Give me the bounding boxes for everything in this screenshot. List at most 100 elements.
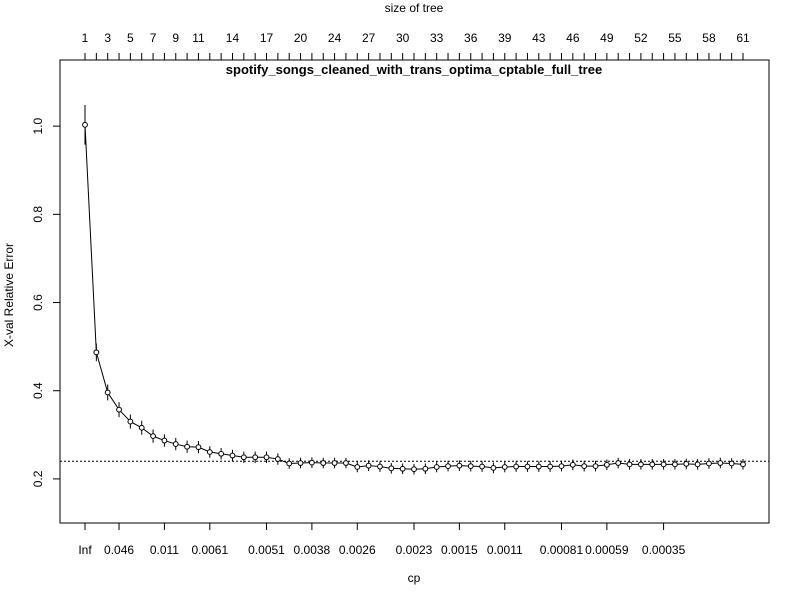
top-tick-label: 46 [566,31,580,45]
data-point [592,463,599,470]
top-tick-label: 33 [430,31,444,45]
data-point [490,464,497,471]
data-point [172,441,179,447]
data-point [524,463,531,470]
x-tick-label: 0.0051 [248,543,285,557]
data-point [467,463,474,470]
data-point [252,454,259,461]
x-tick-label: 0.0011 [487,543,523,557]
data-point [456,462,463,469]
data-point [581,463,588,470]
data-point [354,464,361,470]
top-tick-label: 24 [328,31,342,45]
top-tick-label: 55 [668,31,682,45]
data-point [672,461,678,468]
x-tick-label: 0.0023 [396,543,433,557]
top-tick-label: 61 [736,31,750,45]
x-tick-label: 0.011 [150,543,179,557]
data-point [740,461,746,468]
data-point [569,461,576,468]
top-tick-label: 3 [104,31,111,45]
data-point [150,433,156,440]
data-point [445,463,451,470]
data-point [728,460,735,467]
x-tick-label: 0.00059 [585,543,629,557]
top-axis-label: size of tree [385,1,444,15]
y-tick-label: 0.6 [31,294,45,311]
x-tick-label: 0.00035 [642,543,686,557]
data-point [184,443,191,450]
top-tick-label: 5 [127,31,134,45]
data-point [218,450,225,457]
data-point [206,449,213,455]
data-point [343,460,349,466]
top-tick-label: 17 [260,31,274,45]
top-tick-label: 36 [464,31,478,45]
plot-frame [59,59,770,524]
data-point [513,463,520,470]
y-tick-label: 0.2 [31,470,45,487]
x-tick-label: 0.046 [104,543,134,557]
data-point [479,463,485,470]
chart-title: spotify_songs_cleaned_with_trans_optima_… [226,62,602,77]
top-tick-label: 9 [172,31,179,45]
data-point [138,424,145,431]
data-point [297,460,304,466]
data-point [411,466,417,473]
data-point [240,454,247,461]
data-point [320,460,327,466]
data-point [93,349,100,356]
data-point [706,460,712,467]
top-tick-label: 30 [396,31,410,45]
top-tick-label: 20 [294,31,308,45]
top-tick-label: 11 [192,31,205,45]
y-tick-label: 0.8 [31,206,45,223]
y-tick-label: 1.0 [31,117,45,134]
top-tick-label: 52 [634,31,648,45]
data-point [615,460,622,466]
data-point [377,463,383,470]
data-point [535,463,542,470]
data-point [127,418,134,425]
data-point [104,389,111,396]
data-point [649,461,656,468]
data-point [116,406,122,413]
top-tick-label: 49 [600,31,614,45]
data-point [274,456,281,462]
top-tick-label: 1 [82,31,89,45]
y-axis-label: X-val Relative Error [2,243,16,347]
data-point [547,463,554,470]
chart-marks: 0.2 0.4 0.6 0.8 1.0 Inf 0.046 0.011 0.0061 0.0051… [31,31,769,557]
y-tick-label: 0.4 [31,382,45,399]
top-tick-label: 7 [150,31,157,45]
data-point [501,464,508,470]
data-point [331,460,338,466]
data-point [694,461,701,468]
top-tick-label: 58 [702,31,716,45]
data-point [308,459,315,466]
data-point [399,465,406,472]
data-point [161,437,168,444]
x-tick-label: 0.00081 [540,543,584,557]
data-point [626,461,633,468]
data-point [229,452,236,459]
data-point [433,464,440,470]
data-point [365,462,372,469]
data-point [603,461,610,468]
top-tick-label: 43 [532,31,546,45]
data-point [717,460,724,466]
data-point [558,463,565,470]
data-point [388,465,395,472]
data-point [422,465,429,472]
data-point [286,460,293,467]
data-point [263,454,270,461]
data-point [82,121,88,128]
data-point [195,444,202,451]
top-tick-label: 14 [226,31,240,45]
data-point [660,461,667,468]
x-tick-label: 0.0015 [441,543,478,557]
x-axis-label: cp [408,571,421,585]
top-tick-label: 27 [362,31,376,45]
data-point [683,461,690,467]
